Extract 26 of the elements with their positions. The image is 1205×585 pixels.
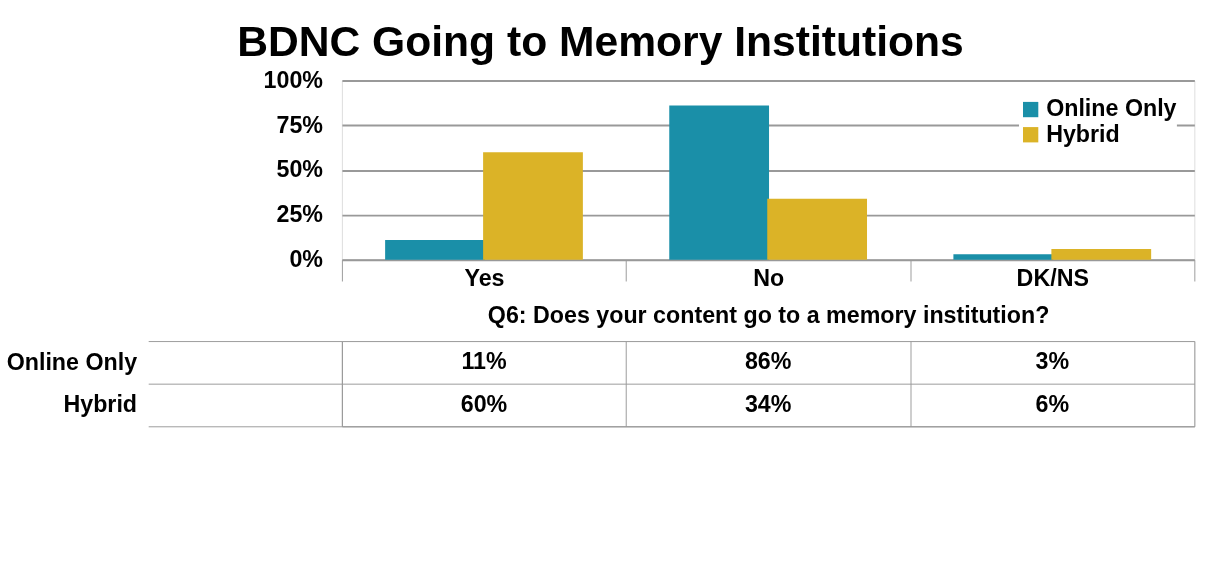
data-label: 3% xyxy=(1035,348,1070,375)
text: Hybrid xyxy=(63,391,138,418)
data-label: 6% xyxy=(1035,390,1070,417)
y-tick-label: 25% xyxy=(276,201,324,228)
x-axis-title: Q6: Does your content go to a memory institution? xyxy=(487,302,1050,329)
x-tick-label: No xyxy=(753,265,785,292)
bar xyxy=(483,152,583,260)
data-label: 34% xyxy=(744,390,792,417)
y-tick-label: 50% xyxy=(276,156,324,183)
x-tick-label: DK/NS xyxy=(1016,265,1089,292)
bar xyxy=(1051,248,1152,260)
data-label: 11% xyxy=(461,348,507,375)
chart-title: BDNC Going to Memory Institutions xyxy=(237,16,964,65)
legend-label: Online Only xyxy=(1046,95,1177,122)
bar xyxy=(767,198,868,260)
data-label: 60% xyxy=(460,390,508,417)
y-tick-label: 75% xyxy=(276,111,324,138)
y-tick-label: 100% xyxy=(263,66,324,93)
x-tick-label: Yes xyxy=(464,265,505,292)
bar xyxy=(953,254,1054,260)
text: Online Only xyxy=(6,348,138,375)
y-tick-label: 0% xyxy=(289,245,324,272)
bar xyxy=(385,239,485,260)
data-label: 86% xyxy=(744,348,792,375)
bar xyxy=(669,105,770,260)
legend-label: Hybrid xyxy=(1046,120,1120,147)
